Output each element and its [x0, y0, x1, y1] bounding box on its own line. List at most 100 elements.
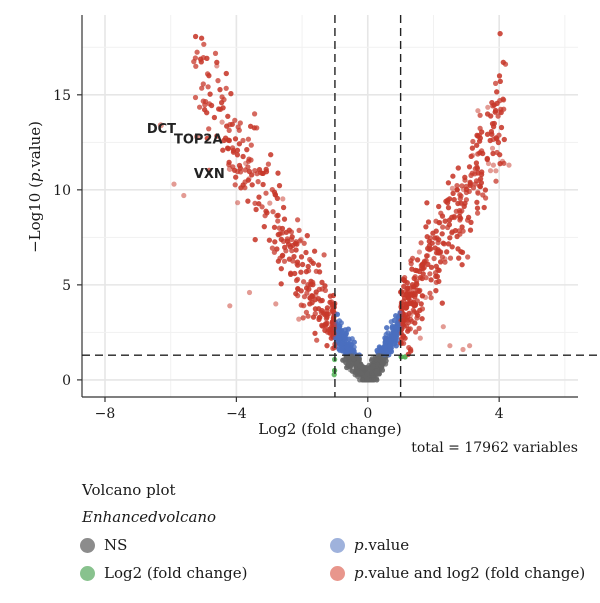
- data-point: [303, 269, 309, 275]
- data-point: [303, 309, 309, 315]
- data-point: [349, 368, 355, 374]
- data-point: [248, 157, 254, 163]
- gene-label: DCT: [147, 122, 176, 137]
- data-point: [314, 337, 320, 343]
- data-point: [286, 256, 292, 262]
- data-point: [324, 343, 330, 349]
- data-point: [336, 323, 342, 329]
- data-point: [227, 303, 233, 309]
- data-point: [220, 105, 226, 111]
- data-point: [490, 162, 496, 168]
- data-point: [374, 368, 380, 374]
- data-point: [351, 339, 357, 345]
- data-point: [256, 167, 263, 173]
- data-point: [418, 240, 424, 246]
- legend-label-pvalue: p.value: [354, 536, 409, 554]
- data-point: [322, 327, 328, 333]
- data-point: [319, 279, 325, 285]
- data-point: [428, 246, 434, 252]
- data-point: [421, 260, 427, 266]
- data-point: [445, 241, 452, 247]
- data-point: [401, 283, 407, 290]
- data-point: [428, 277, 434, 283]
- data-point: [228, 91, 234, 97]
- data-point: [278, 266, 284, 272]
- data-point: [216, 106, 222, 112]
- data-point: [416, 325, 422, 331]
- data-point: [436, 203, 442, 210]
- data-point: [171, 181, 177, 187]
- data-point: [432, 245, 438, 251]
- data-point: [479, 129, 485, 135]
- data-point: [291, 254, 297, 260]
- data-point: [274, 246, 280, 252]
- data-point: [470, 138, 476, 145]
- data-point: [414, 281, 420, 287]
- data-point: [477, 138, 483, 144]
- data-point: [193, 33, 199, 40]
- data-point: [201, 41, 207, 47]
- data-point: [252, 111, 258, 117]
- data-point: [416, 249, 422, 255]
- data-point: [288, 270, 294, 276]
- legend-dot-pvalue: [330, 537, 345, 553]
- data-point: [214, 133, 220, 139]
- data-point: [370, 363, 376, 369]
- legend-dot-ns: [80, 537, 95, 553]
- data-point: [263, 190, 269, 196]
- data-point: [342, 357, 348, 363]
- data-point: [226, 127, 232, 133]
- data-point: [420, 265, 426, 272]
- data-point: [451, 197, 457, 203]
- data-point: [474, 199, 480, 205]
- data-point: [477, 184, 483, 190]
- data-point: [263, 208, 269, 214]
- legend-item-pvalue-and-log2fc: p.value and log2 (fold change): [330, 564, 585, 582]
- data-point: [265, 161, 271, 167]
- data-point: [391, 341, 398, 347]
- data-point: [234, 152, 240, 158]
- data-point: [224, 123, 230, 129]
- data-point: [456, 228, 462, 234]
- data-point: [296, 316, 302, 322]
- labeled-point: [157, 122, 164, 129]
- data-point: [414, 268, 420, 274]
- data-point: [316, 316, 322, 322]
- data-point: [445, 200, 451, 206]
- data-point: [483, 195, 489, 201]
- data-point: [497, 30, 503, 37]
- legend-label-pvalue-and-log2fc: p.value and log2 (fold change): [354, 564, 585, 582]
- x-tick-label: −4: [226, 406, 247, 422]
- data-point: [436, 237, 442, 243]
- data-point: [456, 255, 462, 261]
- data-point: [424, 234, 430, 240]
- x-tick-label: −8: [95, 406, 116, 422]
- data-point: [232, 117, 238, 123]
- data-point: [334, 311, 340, 317]
- data-point: [493, 168, 499, 174]
- data-point: [493, 135, 499, 141]
- data-point: [489, 100, 495, 106]
- data-point: [317, 269, 323, 275]
- data-point: [501, 136, 507, 143]
- data-point: [252, 200, 258, 206]
- data-point: [252, 168, 258, 174]
- data-point: [268, 152, 274, 158]
- data-point: [271, 224, 278, 230]
- data-point: [349, 353, 355, 359]
- data-point: [197, 104, 203, 110]
- data-point: [272, 239, 278, 245]
- data-point: [199, 35, 205, 41]
- data-point: [223, 70, 229, 77]
- data-point: [488, 129, 494, 135]
- data-point: [344, 344, 350, 350]
- data-point: [447, 255, 454, 261]
- data-point: [235, 200, 241, 206]
- data-point: [212, 50, 219, 57]
- legend-label-log2fc: Log2 (fold change): [104, 564, 248, 582]
- data-point: [415, 257, 421, 263]
- data-point: [200, 81, 206, 87]
- data-point: [436, 248, 442, 254]
- data-point: [473, 160, 479, 166]
- data-point: [300, 315, 306, 321]
